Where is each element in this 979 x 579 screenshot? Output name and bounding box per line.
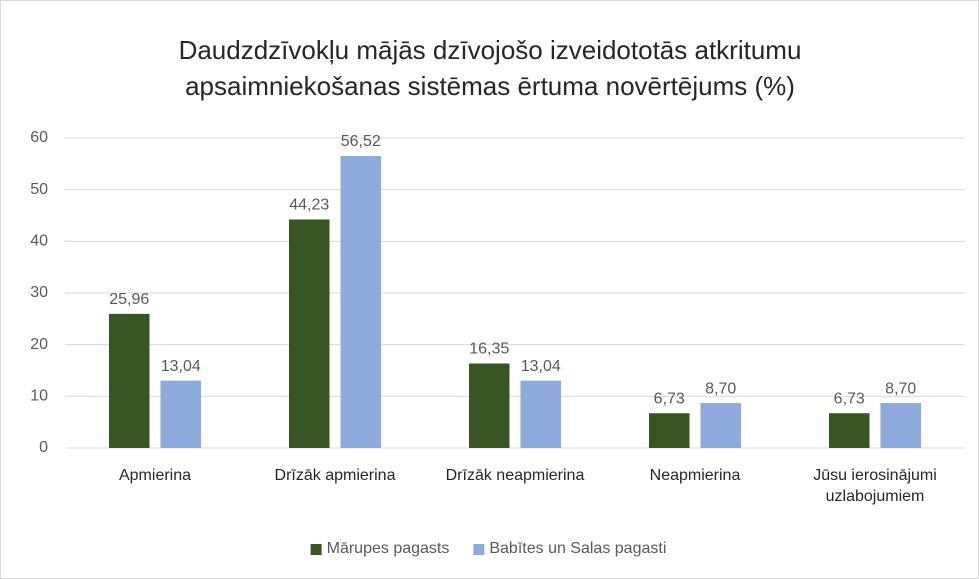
- chart-title: Daudzdzīvokļu mājās dzīvojošo izveidotot…: [178, 35, 802, 101]
- value-label: 13,04: [521, 358, 561, 375]
- legend-label: Mārupes pagasts: [327, 540, 450, 557]
- y-tick-label: 0: [39, 439, 48, 456]
- bar: [880, 403, 921, 448]
- legend-label: Babītes un Salas pagasti: [489, 540, 666, 557]
- x-tick-label: Neapmierina: [649, 467, 741, 484]
- value-label: 8,70: [705, 380, 736, 397]
- bar: [289, 219, 330, 448]
- bar: [520, 380, 561, 448]
- bar: [340, 155, 381, 449]
- value-label: 25,96: [109, 291, 149, 308]
- x-tick-label: Drīzāk apmierina: [274, 467, 396, 484]
- x-tick-label: Apmierina: [118, 467, 192, 484]
- legend-swatch: [310, 544, 322, 555]
- value-label: 16,35: [469, 341, 509, 358]
- value-label: 13,04: [161, 358, 201, 375]
- bar: [160, 380, 201, 448]
- y-tick-label: 40: [30, 233, 48, 250]
- x-tick-label: Jūsu ierosinājumi uzlabojumiem: [813, 467, 937, 505]
- bar: [649, 413, 690, 448]
- value-label: 6,73: [834, 390, 865, 407]
- y-tick-label: 50: [30, 181, 48, 198]
- y-tick-label: 30: [30, 284, 48, 301]
- bar: [829, 413, 870, 448]
- value-label: 8,70: [885, 380, 916, 397]
- y-tick-label: 60: [30, 129, 48, 146]
- bar: [109, 313, 150, 448]
- bar: [700, 403, 741, 448]
- value-label: 56,52: [341, 133, 381, 150]
- x-tick-label: Drīzāk neapmierina: [445, 467, 585, 484]
- value-label: 6,73: [654, 390, 685, 407]
- value-label: 44,23: [289, 197, 329, 214]
- y-tick-label: 20: [30, 336, 48, 353]
- bar: [469, 363, 510, 448]
- legend-swatch: [473, 544, 485, 555]
- y-tick-label: 10: [30, 388, 48, 405]
